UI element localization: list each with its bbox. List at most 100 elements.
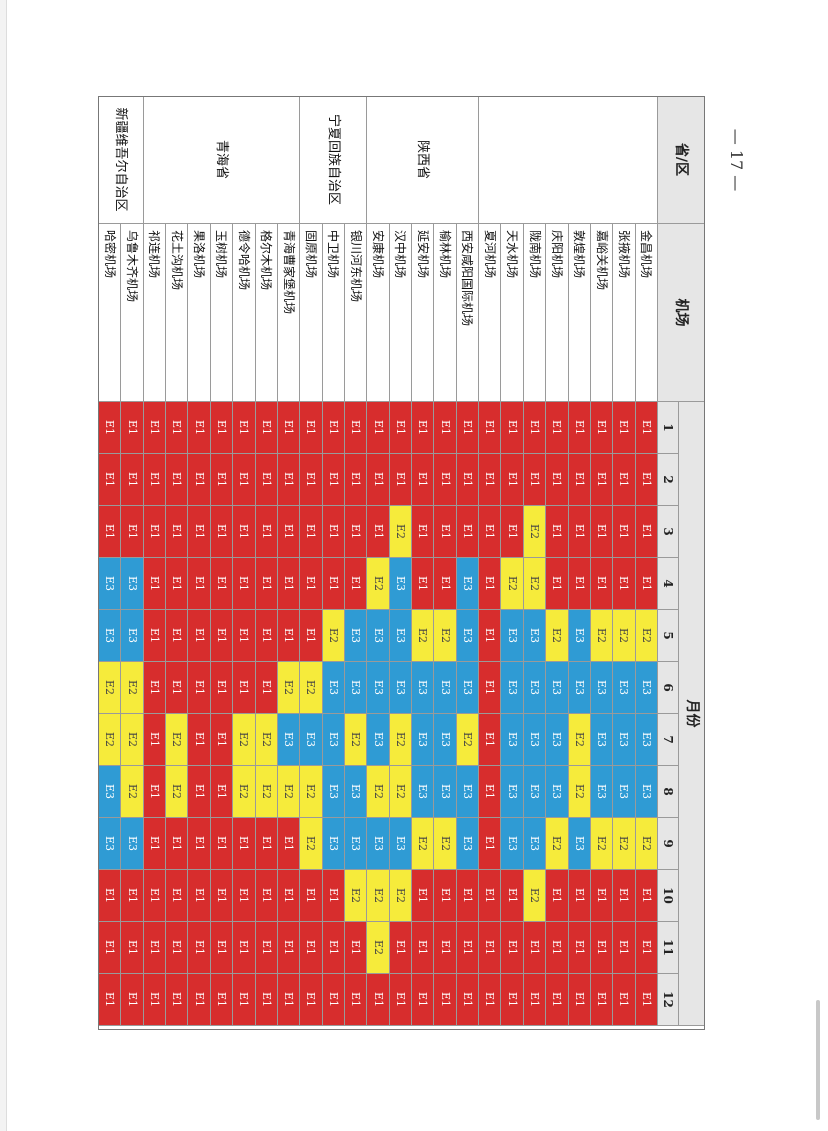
zone-cell: E3 — [433, 662, 456, 714]
zone-cell: E1 — [634, 870, 657, 922]
zone-cell: E1 — [276, 922, 300, 974]
zone-cell: E2 — [589, 610, 613, 662]
zone-cell: E3 — [545, 662, 568, 714]
zone-cell: E1 — [343, 922, 367, 974]
airport-name-cell: 乌鲁木齐机场 — [120, 224, 143, 402]
zone-cell: E1 — [612, 974, 635, 1026]
zone-cell: E1 — [232, 558, 255, 610]
zone-cell: E1 — [455, 870, 479, 922]
airport-name-cell: 祁连机场 — [142, 224, 166, 402]
zone-cell: E1 — [612, 870, 635, 922]
zone-cell: E1 — [165, 922, 188, 974]
airport-name-cell: 果洛机场 — [187, 224, 210, 402]
zone-cell: E1 — [612, 506, 635, 558]
month-number-header: 7 — [657, 714, 678, 766]
zone-cell: E3 — [500, 610, 523, 662]
province-cell: 新疆维吾尔自治区 — [98, 96, 143, 224]
airport-name-cell: 陇南机场 — [522, 224, 546, 402]
zone-cell: E2 — [388, 766, 412, 818]
zone-cell: E2 — [433, 610, 456, 662]
zone-cell: E1 — [232, 870, 255, 922]
zone-cell: E2 — [545, 610, 568, 662]
zone-cell: E3 — [567, 662, 590, 714]
zone-cell: E2 — [299, 662, 322, 714]
zone-cell: E2 — [98, 662, 121, 714]
zone-cell: E3 — [455, 766, 479, 818]
zone-cell: E1 — [299, 974, 322, 1026]
zone-cell: E2 — [366, 766, 389, 818]
zone-cell: E1 — [455, 506, 479, 558]
zone-cell: E1 — [120, 922, 143, 974]
zone-cell: E1 — [589, 974, 613, 1026]
zone-cell: E2 — [276, 766, 300, 818]
zone-cell: E1 — [411, 402, 434, 454]
zone-cell: E2 — [500, 558, 523, 610]
month-number-header: 4 — [657, 558, 678, 610]
airport-name-cell: 敦煌机场 — [567, 224, 590, 402]
zone-cell: E1 — [254, 662, 277, 714]
zone-cell: E1 — [254, 870, 277, 922]
zone-cell: E1 — [589, 922, 613, 974]
airport-name-cell: 夏河机场 — [478, 224, 501, 402]
page-number: — 17 — — [727, 128, 747, 192]
zone-cell: E1 — [343, 506, 367, 558]
zone-cell: E1 — [276, 610, 300, 662]
month-number-header: 12 — [657, 974, 678, 1026]
zone-cell: E3 — [455, 610, 479, 662]
zone-cell: E1 — [433, 558, 456, 610]
zone-cell: E1 — [187, 714, 210, 766]
airport-name-cell: 固原机场 — [299, 224, 322, 402]
zone-cell: E1 — [388, 454, 412, 506]
zone-cell: E1 — [254, 558, 277, 610]
zone-cell: E3 — [366, 610, 389, 662]
airport-name-cell: 嘉峪关机场 — [589, 224, 613, 402]
zone-cell: E1 — [254, 818, 277, 870]
zone-cell: E2 — [276, 662, 300, 714]
zone-cell: E2 — [165, 766, 188, 818]
zone-cell: E3 — [500, 662, 523, 714]
zone-cell: E1 — [142, 454, 166, 506]
zone-cell: E1 — [455, 974, 479, 1026]
zone-cell: E1 — [567, 558, 590, 610]
zone-cell: E1 — [321, 402, 344, 454]
month-number-header: 5 — [657, 610, 678, 662]
zone-cell: E1 — [567, 870, 590, 922]
zone-cell: E1 — [142, 818, 166, 870]
zone-cell: E1 — [343, 454, 367, 506]
zone-cell: E1 — [522, 974, 546, 1026]
zone-cell: E1 — [433, 454, 456, 506]
month-number-header: 6 — [657, 662, 678, 714]
zone-cell: E2 — [545, 818, 568, 870]
zone-cell: E1 — [612, 454, 635, 506]
zone-cell: E1 — [187, 870, 210, 922]
zone-cell: E1 — [276, 870, 300, 922]
airport-name-cell: 玉树机场 — [209, 224, 233, 402]
zone-cell: E1 — [366, 974, 389, 1026]
zone-cell: E1 — [142, 662, 166, 714]
airport-name-cell: 哈密机场 — [98, 224, 121, 402]
scrollbar[interactable] — [816, 1000, 820, 1120]
zone-cell: E1 — [142, 974, 166, 1026]
zone-cell: E2 — [366, 870, 389, 922]
zone-cell: E1 — [187, 454, 210, 506]
zone-cell: E1 — [545, 870, 568, 922]
zone-cell: E1 — [500, 454, 523, 506]
zone-cell: E1 — [589, 558, 613, 610]
zone-cell: E1 — [276, 402, 300, 454]
zone-cell: E1 — [612, 922, 635, 974]
zone-cell: E1 — [142, 922, 166, 974]
zone-cell: E3 — [366, 818, 389, 870]
zone-cell: E3 — [98, 558, 121, 610]
zone-cell: E3 — [612, 662, 635, 714]
zone-cell: E2 — [165, 714, 188, 766]
zone-cell: E3 — [343, 610, 367, 662]
province-cell: 青海省 — [142, 96, 300, 224]
zone-cell: E2 — [433, 818, 456, 870]
zone-cell: E3 — [98, 610, 121, 662]
month-number-header: 1 — [657, 402, 678, 454]
zone-cell: E1 — [343, 402, 367, 454]
zone-cell: E1 — [388, 974, 412, 1026]
zone-cell: E1 — [276, 506, 300, 558]
zone-cell: E1 — [567, 974, 590, 1026]
zone-cell: E1 — [142, 766, 166, 818]
